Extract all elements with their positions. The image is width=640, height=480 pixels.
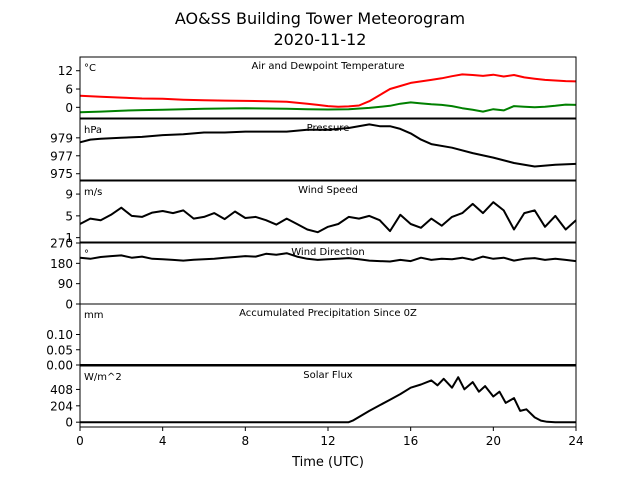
chart-title: AO&SS Building Tower Meteorogram: [175, 9, 465, 28]
chart-subtitle: 2020-11-12: [274, 30, 367, 49]
y-tick-label-wind_direction-0: 270: [50, 237, 73, 251]
panel-title-pressure: Pressure: [307, 123, 350, 134]
panel-frame-pressure: [79, 118, 577, 181]
y-tick-label-wind_speed-1: 5: [65, 209, 73, 223]
y-tick-label-solar_flux-1: 204: [50, 399, 73, 413]
x-tick-label-6: 24: [568, 434, 583, 448]
y-tick-label-temperature-1: 6: [65, 83, 73, 97]
series-line-wind_speed-0: [79, 201, 577, 234]
x-tick-label-3: 12: [320, 434, 335, 448]
y-tick-label-wind_speed-0: 9: [65, 188, 73, 202]
panel-unit-wind_direction: °: [84, 249, 89, 260]
x-axis: 0 4 8 12 16 20 24: [76, 427, 584, 448]
x-tick-label-4: 16: [403, 434, 418, 448]
y-tick-label-pressure-1: 977: [50, 149, 73, 163]
panel-temperature: 12 6 0 °C Air and Dewpoint Temperature: [58, 56, 577, 119]
panel-solar_flux: 408 204 0 W/m^2 Solar Flux: [50, 365, 577, 430]
x-axis-label: Time (UTC): [291, 455, 364, 470]
panel-unit-precipitation: mm: [84, 310, 103, 321]
y-tick-label-precipitation-2: 0.00: [46, 359, 73, 373]
y-tick-label-temperature-0: 12: [58, 64, 73, 78]
x-tick-label-0: 0: [76, 434, 84, 448]
panel-precipitation: 0.100.05 0.00 mm Accumulated Precipitation …: [46, 303, 577, 373]
panels-group: 12 6 0 °C Air and Dewpoint Temperature 979 977…: [46, 56, 577, 430]
y-tick-label-temperature-2: 0: [65, 101, 73, 115]
panel-unit-wind_speed: m/s: [84, 187, 102, 198]
panel-wind_speed: 9 5 1 m/s Wind Speed: [65, 180, 577, 245]
y-tick-label-solar_flux-0: 408: [50, 383, 73, 397]
series-line-pressure-0: [79, 123, 577, 168]
y-tick-label-wind_speed-2: 1: [65, 231, 73, 245]
panel-frame-temperature: [79, 56, 577, 119]
y-tick-label-solar_flux-2: 0: [65, 416, 73, 430]
y-tick-label-precipitation-1: 0.05: [46, 343, 73, 357]
y-tick-label-wind_direction-1: 180: [50, 257, 73, 271]
panel-pressure: 979 977 975 hPa Pressure: [50, 118, 577, 181]
series-line-wind_direction-0: [79, 252, 577, 263]
series-line-temperature-0: [79, 73, 577, 108]
x-tick-label-5: 20: [486, 434, 501, 448]
panel-unit-solar_flux: W/m^2: [84, 372, 122, 383]
panel-title-wind_speed: Wind Speed: [298, 185, 358, 196]
panel-title-temperature: Air and Dewpoint Temperature: [252, 61, 405, 72]
x-tick-label-1: 4: [159, 434, 167, 448]
panel-title-wind_direction: Wind Direction: [291, 247, 365, 258]
series-line-solar_flux-0: [80, 376, 576, 424]
series-line-temperature-1: [79, 101, 577, 114]
y-tick-label-wind_direction-3: 0: [65, 298, 73, 312]
panel-frame-wind_speed: [79, 180, 577, 243]
y-tick-label-pressure-2: 975: [50, 167, 73, 181]
panel-title-precipitation: Accumulated Precipitation Since 0Z: [239, 308, 417, 319]
panel-title-solar_flux: Solar Flux: [303, 370, 353, 381]
y-tick-label-pressure-0: 979: [50, 131, 73, 145]
panel-wind_direction: 270 180 90 0 ° Wind Direction: [50, 237, 577, 312]
panel-unit-pressure: hPa: [84, 125, 102, 136]
y-tick-label-wind_direction-2: 90: [58, 277, 73, 291]
panel-unit-temperature: °C: [84, 63, 96, 74]
y-tick-label-precipitation-0: 0.10: [46, 328, 73, 342]
x-tick-label-2: 8: [242, 434, 250, 448]
